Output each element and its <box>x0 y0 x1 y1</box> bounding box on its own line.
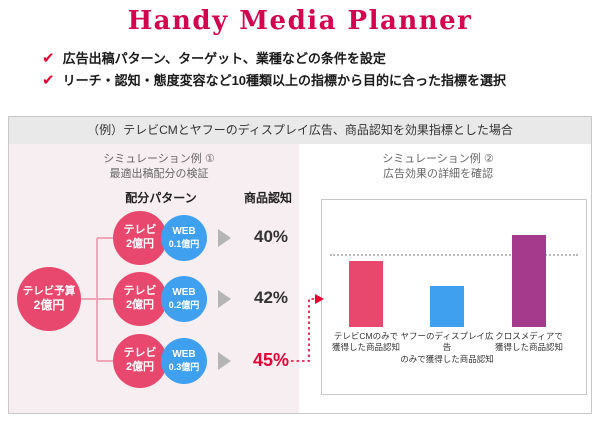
simulation1-label: シミュレーション例 ① 最適出稿配分の検証 <box>103 153 215 181</box>
simulation2-label: シミュレーション例 ② 広告効果の詳細を確認 <box>382 153 494 181</box>
bar-label-3: クロスメディアで 獲得した商品認知 <box>494 331 563 353</box>
right-arrow-icon <box>218 290 231 308</box>
page-title: Handy Media Planner <box>127 6 473 36</box>
result-row1: 40% <box>253 227 289 246</box>
bar-label-1: テレビCMのみで 獲得した商品認知 <box>331 331 400 353</box>
feature-text-1: 広告出稿パターン、ターゲット、業種などの条件を設定 <box>62 51 386 66</box>
column-header-result: 商品認知 <box>243 191 292 205</box>
tv-budget-circle: テレビ予算 2億円 <box>17 267 81 331</box>
web-circle-row1: WEB 0.1億円 <box>161 215 207 261</box>
bar-chart-panel: テレビCMのみで 獲得した商品認知 ヤフーのディスプレイ広告 のみで獲得した商品認… <box>321 199 587 395</box>
bar-chart-plot <box>330 208 578 327</box>
column-header-pattern: 配分パターン <box>125 191 197 205</box>
tv-circle-row2: テレビ 2億円 <box>113 272 167 326</box>
bar-3 <box>512 235 546 327</box>
feature-item-2: ✔ リーチ・認知・態度変容など10種類以上の指標から目的に合った指標を選択 <box>42 70 506 89</box>
checkmark-icon: ✔ <box>42 49 55 67</box>
web-circle-row3: WEB 0.3億円 <box>161 338 207 384</box>
result-row3-highlight: 45% <box>252 350 290 370</box>
feature-item-1: ✔ 広告出稿パターン、ターゲット、業種などの条件を設定 <box>42 48 386 67</box>
bar-2 <box>430 286 464 327</box>
example-box: （例）テレビCMとヤフーのディスプレイ広告、商品認知を効果指標とした場合 シミュ… <box>8 116 592 414</box>
feature-text-2: リーチ・認知・態度変容など10種類以上の指標から目的に合った指標を選択 <box>62 73 507 88</box>
tv-circle-row1: テレビ 2億円 <box>113 211 167 265</box>
reference-dotted-line <box>330 254 578 257</box>
bar-1 <box>349 261 383 327</box>
tv-circle-row3: テレビ 2億円 <box>113 334 167 388</box>
checkmark-icon: ✔ <box>42 71 55 89</box>
right-arrow-icon <box>218 229 231 247</box>
bar-label-2: ヤフーのディスプレイ広告 のみで獲得した商品認知 <box>400 331 494 364</box>
right-arrow-icon <box>218 352 231 370</box>
web-circle-row2: WEB 0.2億円 <box>161 276 207 322</box>
example-header: （例）テレビCMとヤフーのディスプレイ広告、商品認知を効果指標とした場合 <box>9 117 591 144</box>
result-row2: 42% <box>253 288 289 307</box>
